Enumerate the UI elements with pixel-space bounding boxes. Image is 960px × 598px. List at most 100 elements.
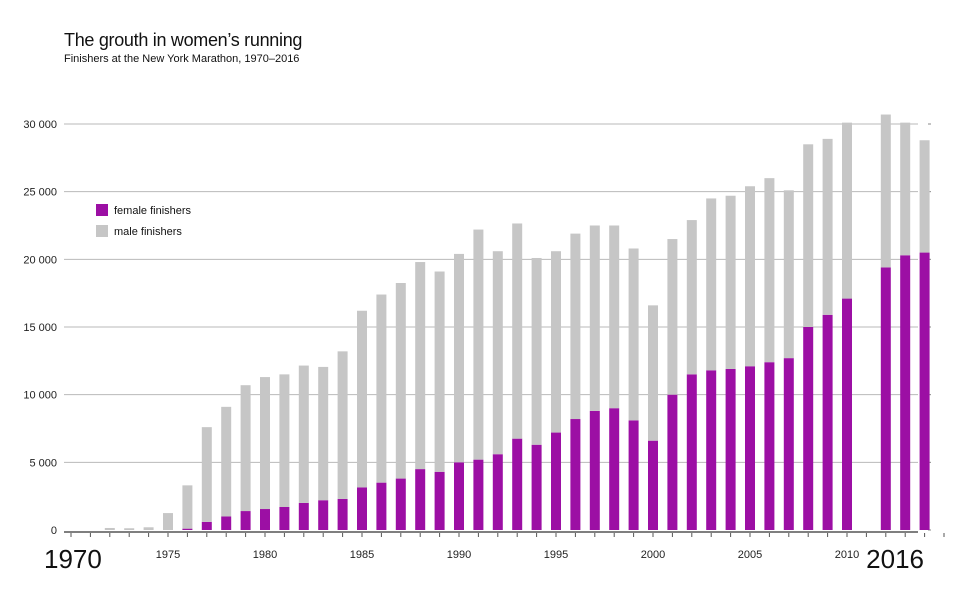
bar-female <box>395 478 406 530</box>
bar-female <box>628 420 639 530</box>
bar-male <box>124 528 135 530</box>
bar-male <box>357 310 367 488</box>
bar-female <box>686 374 697 530</box>
bar-male <box>473 229 484 460</box>
y-tick-label: 0 <box>51 525 57 537</box>
x-tick-label: 1985 <box>350 549 374 561</box>
bar-female <box>745 366 755 530</box>
bar-female <box>318 500 329 530</box>
bar-male <box>842 122 852 299</box>
legend-label-female: female finishers <box>114 205 192 217</box>
x-tick-label: 2000 <box>641 549 665 561</box>
bar-female <box>415 469 426 530</box>
bar-female <box>201 521 212 530</box>
bar-female <box>589 410 600 530</box>
bar-male <box>260 377 270 510</box>
bar-female <box>764 362 775 530</box>
chart-title: The grouth in women’s running <box>64 30 303 50</box>
bar-male <box>318 366 329 501</box>
bar-female <box>492 454 503 530</box>
bar-male <box>667 239 678 395</box>
bar-male <box>783 190 794 359</box>
bar-male <box>221 406 232 517</box>
x-tick-label: 1995 <box>544 549 568 561</box>
bar-male <box>628 248 639 421</box>
bar-female <box>337 498 348 530</box>
bar-male <box>706 198 717 371</box>
bar-male <box>434 271 445 472</box>
bar-male <box>492 251 503 455</box>
y-tick-label: 10 000 <box>23 390 57 402</box>
bar-male <box>648 305 658 441</box>
chart-subtitle: Finishers at the New York Marathon, 1970… <box>64 53 300 65</box>
bar-female <box>900 255 911 531</box>
bar-male <box>337 351 348 499</box>
x-tick-label-start: 1970 <box>44 544 102 574</box>
bar-male <box>764 178 775 363</box>
bar-male <box>395 283 406 479</box>
bar-male <box>609 225 620 409</box>
x-tick-label: 1980 <box>253 549 277 561</box>
bar-female <box>376 482 387 530</box>
bar-female <box>706 370 717 530</box>
bar-male <box>104 527 115 530</box>
bar-male <box>900 122 911 256</box>
x-tick-label-end: 2016 <box>866 544 924 574</box>
bar-male <box>143 527 154 530</box>
bar-female <box>667 394 678 530</box>
bar-female <box>473 459 484 530</box>
bar-male <box>512 223 523 439</box>
bar-male <box>454 253 464 463</box>
bar-male <box>686 220 697 375</box>
bar-female <box>570 419 581 530</box>
y-tick-label: 15 000 <box>23 322 57 334</box>
bar-female <box>279 506 290 530</box>
bar-female <box>725 368 736 530</box>
bar-male <box>551 251 561 433</box>
bar-male <box>880 114 891 268</box>
x-tick-label: 1990 <box>447 549 471 561</box>
bar-male <box>279 374 290 507</box>
x-tick-label: 2010 <box>835 549 859 561</box>
bar-male <box>201 427 212 522</box>
bar-female <box>531 444 542 530</box>
bar-male <box>725 195 736 369</box>
bar-male <box>376 294 387 483</box>
bar-female <box>648 440 658 530</box>
bar-female <box>182 528 193 530</box>
x-tick-label: 1975 <box>156 549 180 561</box>
bar-female <box>842 298 852 530</box>
bar-female <box>260 509 270 530</box>
y-tick-label: 20 000 <box>23 254 57 266</box>
legend-label-male: male finishers <box>114 226 182 238</box>
bar-male <box>240 385 251 512</box>
bar-male <box>919 140 930 253</box>
bar-female <box>357 487 367 530</box>
bar-female <box>880 267 891 530</box>
bar-male <box>803 144 814 327</box>
bar-male <box>415 262 426 470</box>
y-tick-label: 25 000 <box>23 187 57 199</box>
legend-swatch-female <box>96 204 108 216</box>
bar-male <box>745 186 755 367</box>
bar-female <box>434 471 445 530</box>
y-tick-label: 30 000 <box>23 119 57 131</box>
bar-female <box>551 432 561 530</box>
bar-male <box>298 365 309 503</box>
bar-male <box>570 233 581 420</box>
bar-female <box>298 502 309 530</box>
bar-female <box>454 462 464 530</box>
bar-female <box>803 327 814 530</box>
bar-female <box>783 358 794 530</box>
bar-male <box>163 513 173 530</box>
x-tick-label: 2005 <box>738 549 762 561</box>
bar-female <box>221 516 232 530</box>
bar-female <box>919 252 930 531</box>
bar-male <box>531 257 542 445</box>
legend-swatch-male <box>96 225 108 237</box>
bar-male <box>589 225 600 411</box>
bar-female <box>822 314 833 530</box>
y-tick-label: 5 000 <box>29 457 57 469</box>
bar-male <box>182 485 193 529</box>
